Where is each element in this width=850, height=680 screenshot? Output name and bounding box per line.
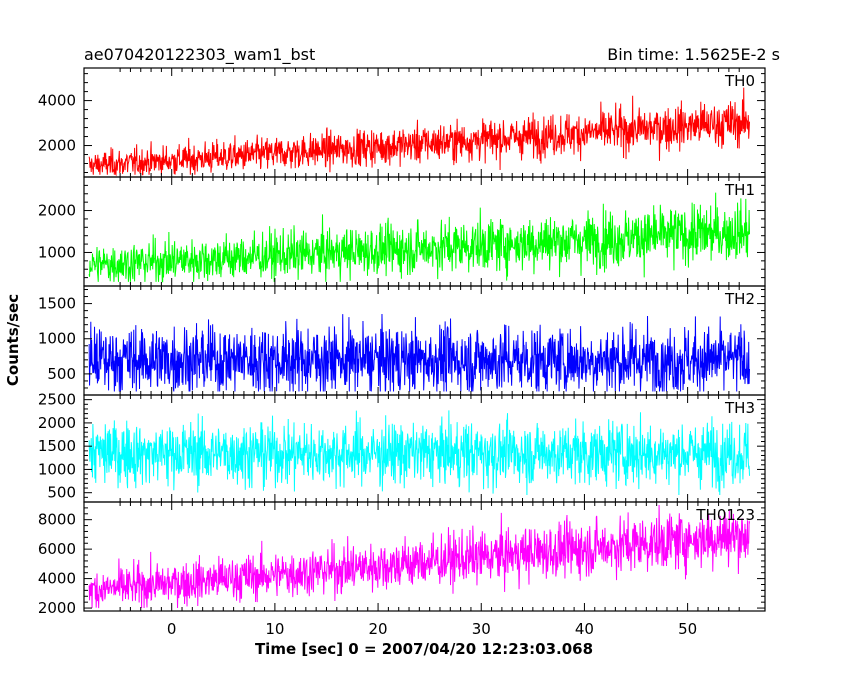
x-tick-label: 50 xyxy=(678,620,697,638)
y-tick-label: 2000 xyxy=(38,599,76,617)
chart-title: ae070420122303_wam1_bst xyxy=(84,45,315,65)
y-tick-label: 6000 xyxy=(38,540,76,558)
y-tick-label: 4000 xyxy=(38,92,76,110)
x-tick-label: 30 xyxy=(472,620,491,638)
y-tick-label: 1000 xyxy=(38,243,76,261)
y-tick-label: 500 xyxy=(47,484,76,502)
y-tick-label: 1000 xyxy=(38,330,76,348)
series-th3 xyxy=(88,410,751,496)
y-tick-label: 1500 xyxy=(38,437,76,455)
panel-th1: 1000 2000 TH1 xyxy=(38,176,766,287)
y-tick-label: 4000 xyxy=(38,570,76,588)
y-tick-label: 1500 xyxy=(38,295,76,313)
series-th2 xyxy=(88,313,751,392)
panel-label: TH2 xyxy=(724,290,755,308)
y-tick-label: 2000 xyxy=(38,414,76,432)
x-tick-label: 40 xyxy=(575,620,594,638)
panel-th0123: 2000 4000 6000 8000 TH0123 xyxy=(38,501,766,617)
y-axis-label: Counts/sec xyxy=(4,294,22,386)
panel-label: TH0 xyxy=(724,72,755,90)
y-tick-label: 2000 xyxy=(38,137,76,155)
y-tick-label: 2500 xyxy=(38,391,76,409)
y-tick-label: 1000 xyxy=(38,460,76,478)
y-tick-label: 2000 xyxy=(38,202,76,220)
panel-label: TH1 xyxy=(724,181,755,199)
y-tick-label: 8000 xyxy=(38,511,76,529)
y-tick-label: 500 xyxy=(47,365,76,383)
panel-th0: 2000 4000 TH0 xyxy=(38,67,766,178)
x-tick-label: 20 xyxy=(369,620,388,638)
panel-label: TH3 xyxy=(724,399,755,417)
x-axis-label: Time [sec] 0 = 2007/04/20 12:23:03.068 xyxy=(255,640,593,658)
series-th1 xyxy=(88,192,751,283)
series-th0 xyxy=(88,87,751,177)
bin-time-label: Bin time: 1.5625E-2 s xyxy=(607,45,780,64)
x-tick-label: 10 xyxy=(265,620,284,638)
panel-th2: 500 1000 1500 TH2 xyxy=(38,285,766,396)
series-th0123 xyxy=(88,504,751,609)
panel-frame xyxy=(83,501,766,612)
panel-label: TH0123 xyxy=(695,506,755,524)
x-tick-label: 0 xyxy=(167,620,177,638)
panel-th3: 500 1000 1500 2000 2500 TH3 xyxy=(38,391,766,503)
